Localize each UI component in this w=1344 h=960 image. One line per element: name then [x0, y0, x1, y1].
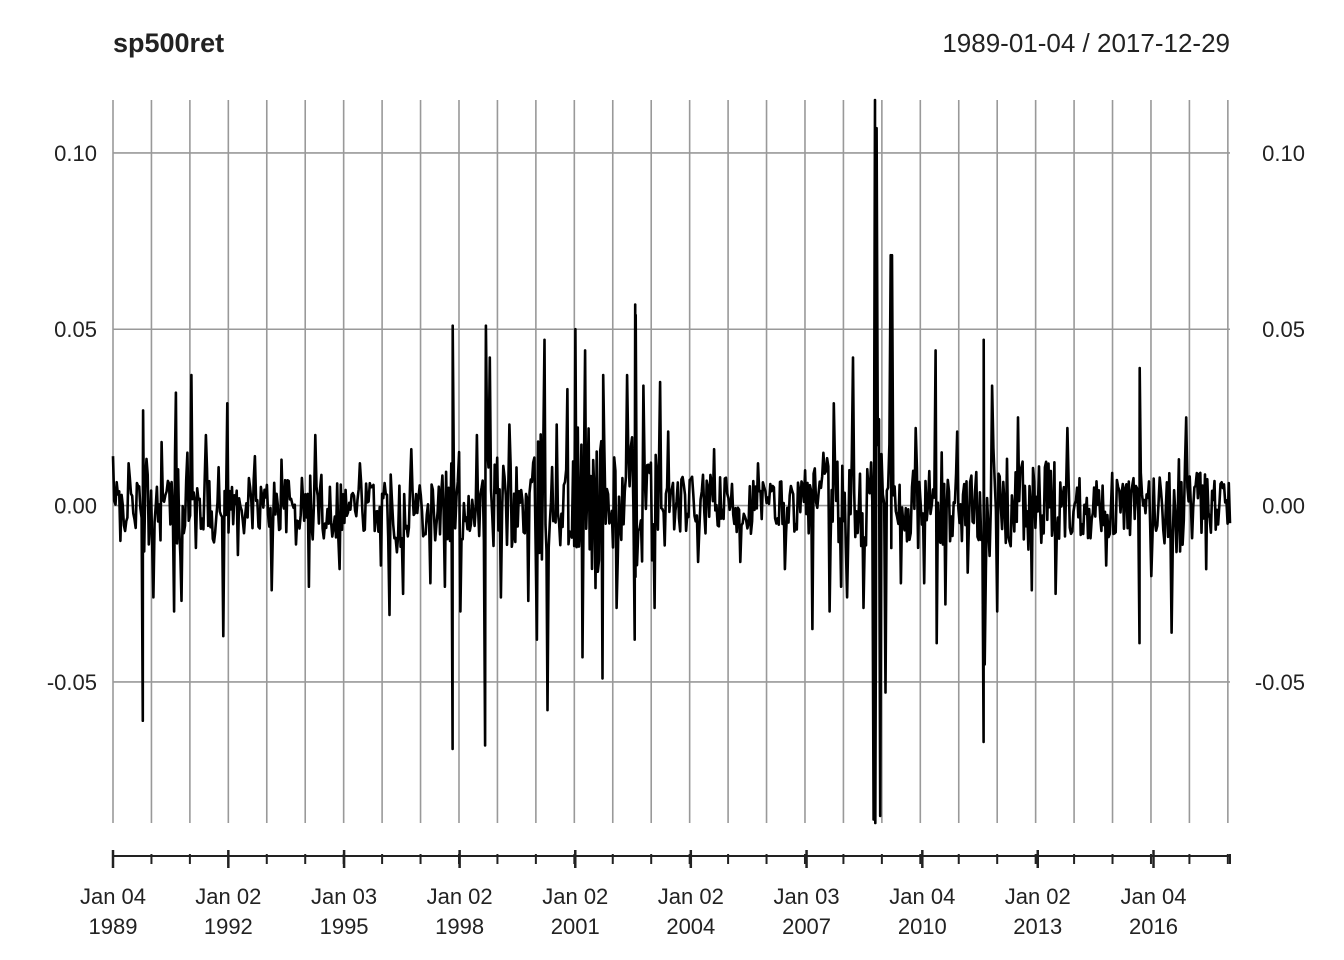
date-range-label: 1989-01-04 / 2017-12-29: [942, 28, 1230, 58]
vertical-gridlines: [112, 100, 1229, 823]
x-tick-label-date: Jan 02: [427, 884, 493, 909]
x-tick-label-year: 1998: [435, 914, 484, 939]
x-tick-label-date: Jan 02: [195, 884, 261, 909]
chart-title: sp500ret: [113, 28, 225, 58]
y-tick-label: 0.10: [1262, 141, 1305, 166]
y-axis-right: -0.05 0.00 0.05 0.10: [1255, 141, 1305, 695]
y-tick-label: -0.05: [47, 670, 97, 695]
x-tick-label-date: Jan 02: [542, 884, 608, 909]
x-tick-label-year: 2010: [898, 914, 947, 939]
x-tick-label-year: 2007: [782, 914, 831, 939]
y-tick-label: -0.05: [1255, 670, 1305, 695]
x-tick-label-year: 2001: [551, 914, 600, 939]
y-tick-label: 0.10: [54, 141, 97, 166]
x-tick-label-date: Jan 04: [1120, 884, 1186, 909]
horizontal-gridlines: [113, 152, 1230, 683]
x-tick-label-date: Jan 03: [311, 884, 377, 909]
y-axis-left: -0.05 0.00 0.05 0.10: [47, 141, 97, 695]
x-tick-label-date: Jan 04: [889, 884, 955, 909]
x-tick-label-year: 1992: [204, 914, 253, 939]
x-tick-label-year: 1989: [89, 914, 138, 939]
x-tick-label-date: Jan 02: [1005, 884, 1071, 909]
series-group: [111, 98, 1232, 825]
x-tick-label-date: Jan 03: [774, 884, 840, 909]
x-tick-label-year: 2013: [1013, 914, 1062, 939]
x-axis: Jan 04 1989 Jan 02 1992 Jan 03 1995 Jan 02 1998…: [80, 850, 1231, 939]
x-tick-label-year: 2004: [666, 914, 715, 939]
x-tick-label-date: Jan 04: [80, 884, 146, 909]
y-tick-label: 0.05: [1262, 317, 1305, 342]
y-tick-label: 0.00: [1262, 494, 1305, 519]
x-tick-label-year: 1995: [320, 914, 369, 939]
x-tick-label-year: 2016: [1129, 914, 1178, 939]
series-line: [111, 98, 1232, 825]
y-tick-label: 0.00: [54, 494, 97, 519]
y-tick-label: 0.05: [54, 317, 97, 342]
x-tick-label-date: Jan 02: [658, 884, 724, 909]
